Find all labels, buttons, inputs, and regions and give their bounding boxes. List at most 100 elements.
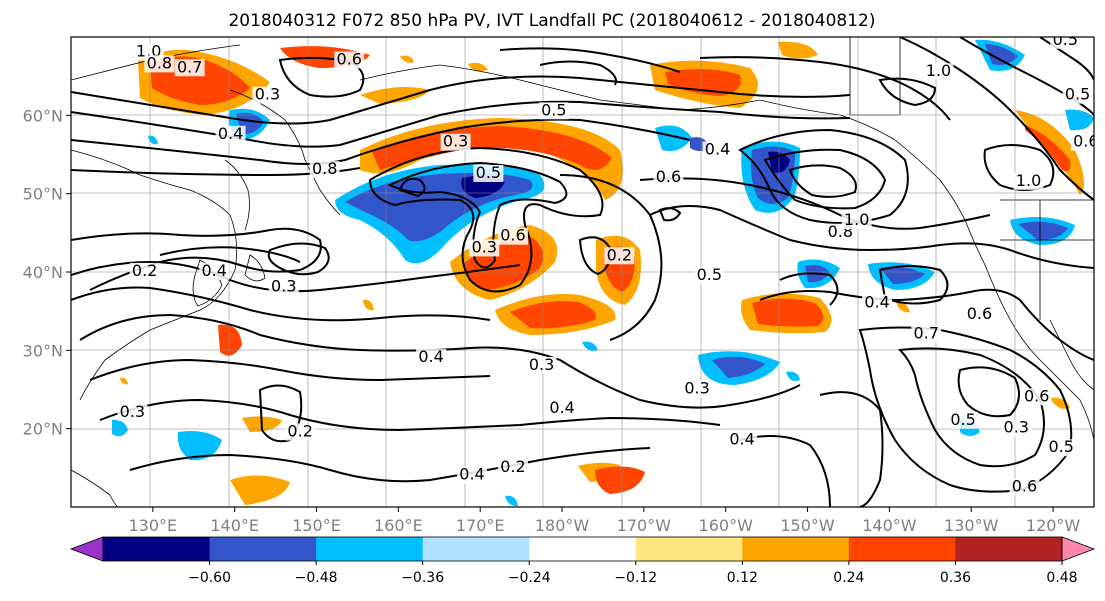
contour-label: 0.4 bbox=[727, 429, 758, 449]
colorbar-segment bbox=[848, 537, 956, 561]
contour-label: 0.6 bbox=[964, 304, 995, 323]
contour-label: 0.4 bbox=[416, 347, 447, 367]
colorbar-segment bbox=[529, 537, 637, 561]
svg-text:0.8: 0.8 bbox=[147, 53, 172, 72]
x-tick-label: 160°E bbox=[374, 516, 423, 535]
contour-label: 0.4 bbox=[199, 261, 230, 280]
svg-text:0.6: 0.6 bbox=[1012, 476, 1037, 495]
colorbar-tick-label: −0.60 bbox=[188, 570, 231, 586]
map-plot-area: 1.00.8 0.7 0.60.30.40.80.30.50.60.3 0.20.2 0… bbox=[70, 36, 1098, 508]
colorbar-segment bbox=[103, 537, 211, 561]
svg-text:0.2: 0.2 bbox=[607, 245, 632, 264]
svg-text:0.7: 0.7 bbox=[914, 324, 939, 343]
svg-text:0.4: 0.4 bbox=[218, 124, 243, 143]
contour-label: 1.0 bbox=[923, 61, 954, 81]
contour-label: 0.3 bbox=[682, 378, 713, 398]
svg-text:0.4: 0.4 bbox=[201, 261, 226, 280]
colorbar-frame bbox=[102, 536, 1063, 562]
colorbar-segment bbox=[422, 537, 530, 561]
colorbar-tick-label: 0.12 bbox=[727, 570, 758, 586]
colorbar-tick-label: −0.48 bbox=[295, 570, 338, 586]
colorbar: −0.60 −0.48 −0.36 −0.24 −0.12 0.12 0.24 0.36 0.4… bbox=[69, 536, 1096, 586]
colorbar-tick-label: 0.36 bbox=[940, 570, 971, 586]
contour-label: 0.5 bbox=[1062, 85, 1093, 104]
y-tick-label: 20°N bbox=[23, 420, 63, 439]
longitude-tick-labels: 130°E 140°E 150°E 160°E 170°E 180°W 170°W 160°W… bbox=[129, 507, 1081, 535]
svg-text:1.0: 1.0 bbox=[926, 61, 951, 80]
svg-text:0.6: 0.6 bbox=[1073, 132, 1098, 151]
contour-label: 1.0 bbox=[841, 210, 872, 229]
contour-label: 1.0 bbox=[1013, 171, 1044, 190]
contour-label: 0.2 bbox=[285, 422, 316, 441]
contour-label: 0.3 bbox=[1001, 418, 1032, 437]
svg-text:0.4: 0.4 bbox=[459, 465, 484, 484]
contour-label: 0.5 bbox=[473, 163, 504, 182]
svg-text:0.5: 0.5 bbox=[697, 265, 722, 284]
contour-label: 0.2 bbox=[604, 245, 635, 265]
x-tick-label: 170°W bbox=[617, 516, 672, 535]
contour-label: 0.4 bbox=[215, 124, 246, 143]
svg-text:0.3: 0.3 bbox=[120, 402, 145, 421]
contour-label: 0.4 bbox=[457, 465, 488, 484]
x-tick-label: 130°W bbox=[944, 516, 999, 535]
contour-label: 0.4 bbox=[862, 292, 893, 312]
colorbar-extend-high bbox=[1061, 536, 1096, 562]
svg-text:0.6: 0.6 bbox=[500, 226, 525, 245]
svg-text:0.2: 0.2 bbox=[132, 261, 157, 280]
svg-text:0.5: 0.5 bbox=[541, 100, 566, 119]
y-tick-label: 50°N bbox=[23, 185, 63, 204]
contour-label: 0.7 bbox=[911, 324, 942, 343]
colorbar-extend-low bbox=[69, 536, 104, 562]
x-tick-label: 140°E bbox=[210, 516, 259, 535]
colorbar-tick-label: 0.24 bbox=[833, 570, 864, 586]
svg-text:0.4: 0.4 bbox=[549, 398, 574, 417]
latitude-tick-labels: 20°N 30°N 40°N 50°N 60°N bbox=[23, 106, 71, 439]
x-tick-label: 180°W bbox=[535, 516, 590, 535]
y-tick-label: 60°N bbox=[23, 106, 63, 125]
x-tick-label: 130°E bbox=[129, 516, 178, 535]
x-tick-label: 150°W bbox=[780, 516, 835, 535]
svg-text:0.3: 0.3 bbox=[443, 132, 468, 151]
svg-text:0.5: 0.5 bbox=[950, 410, 975, 429]
contour-label: 0.5 bbox=[1046, 437, 1077, 457]
svg-text:0.6: 0.6 bbox=[967, 304, 992, 323]
x-tick-label: 120°W bbox=[1026, 516, 1081, 535]
svg-text:0.7: 0.7 bbox=[177, 57, 202, 76]
svg-text:0.4: 0.4 bbox=[864, 292, 889, 311]
contour-label: 0.8 bbox=[144, 53, 175, 72]
svg-text:0.5: 0.5 bbox=[476, 163, 501, 182]
contour-label: 0.6 bbox=[497, 226, 528, 245]
colorbar-segment bbox=[316, 537, 424, 561]
contour-label: 0.5 bbox=[948, 410, 979, 429]
svg-text:0.3: 0.3 bbox=[529, 355, 554, 374]
y-tick-label: 40°N bbox=[23, 263, 63, 282]
colorbar-segment bbox=[742, 537, 850, 561]
contour-label: 0.3 bbox=[526, 355, 557, 374]
contour-label: 0.3 bbox=[469, 237, 500, 257]
contour-label: 0.6 bbox=[653, 167, 684, 186]
x-tick-label: 150°E bbox=[292, 516, 341, 535]
ivt-contours bbox=[71, 37, 1094, 507]
contour-label: 0.5 bbox=[538, 100, 569, 120]
svg-text:0.3: 0.3 bbox=[1004, 418, 1029, 437]
svg-text:0.6: 0.6 bbox=[656, 167, 681, 186]
svg-text:0.8: 0.8 bbox=[312, 159, 337, 178]
svg-text:0.4: 0.4 bbox=[418, 347, 443, 366]
svg-text:1.0: 1.0 bbox=[1016, 171, 1041, 190]
svg-text:0.5: 0.5 bbox=[1049, 437, 1074, 456]
colorbar-segment bbox=[955, 537, 1063, 561]
contour-label: 0.2 bbox=[497, 457, 528, 476]
svg-text:1.0: 1.0 bbox=[844, 210, 869, 229]
figure-title: 2018040312 F072 850 hPa PV, IVT Landfall… bbox=[228, 11, 875, 31]
contour-label: 0.8 bbox=[309, 159, 340, 179]
contour-label: 0.6 bbox=[1021, 386, 1052, 406]
contour-label: 0.6 bbox=[1070, 132, 1098, 151]
colorbar-segment bbox=[209, 537, 317, 561]
contour-label: 0.3 bbox=[252, 85, 283, 104]
colorbar-tick-label: −0.36 bbox=[401, 570, 444, 586]
colorbar-segment bbox=[635, 537, 743, 561]
svg-text:0.4: 0.4 bbox=[729, 429, 754, 448]
x-tick-label: 170°E bbox=[456, 516, 505, 535]
svg-text:0.6: 0.6 bbox=[1024, 386, 1049, 405]
